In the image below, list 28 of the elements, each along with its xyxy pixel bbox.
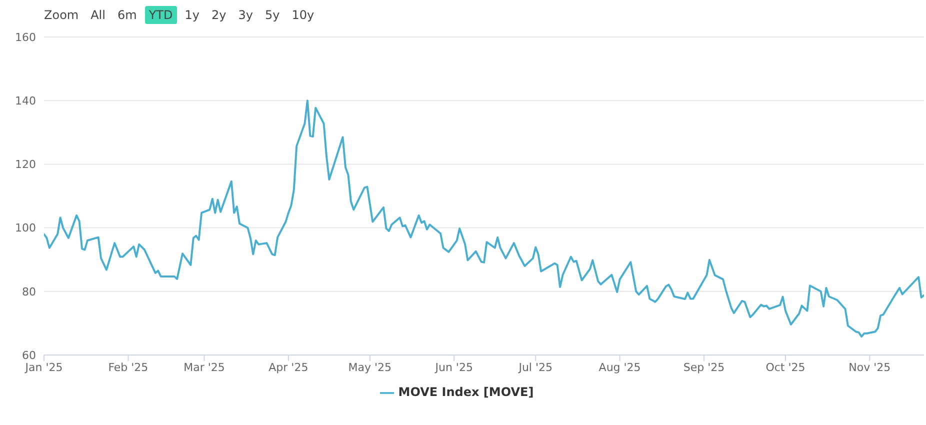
- x-tick-label: Jul '25: [518, 360, 553, 374]
- text: 6m: [116, 7, 138, 24]
- text: YTD: [144, 6, 177, 24]
- x-tick-label: Aug '25: [598, 360, 641, 374]
- text: Zoom: [43, 7, 80, 24]
- line-series: [44, 100, 924, 338]
- text: 2y: [210, 7, 228, 24]
- y-tick-label: 60: [22, 348, 36, 362]
- y-tick-label: 100: [15, 222, 36, 235]
- legend-label: MOVE Index [MOVE]: [398, 385, 534, 399]
- y-tick-label: 80: [22, 285, 36, 298]
- text: All: [90, 7, 106, 24]
- text: 3y: [237, 7, 254, 24]
- x-tick-label: Oct '25: [766, 360, 806, 374]
- text: 5y: [264, 7, 281, 24]
- text: 10y: [290, 7, 316, 24]
- y-tick-label: 120: [15, 158, 36, 172]
- y-tick-label: 140: [15, 94, 36, 108]
- x-tick-label: Jun '25: [434, 360, 473, 374]
- x-tick-label: Jan '25: [24, 360, 63, 374]
- x-tick-label: Nov '25: [848, 360, 891, 374]
- y-tick-label: 160: [15, 30, 36, 44]
- text: 1y: [184, 7, 200, 24]
- x-tick-label: Feb '25: [108, 360, 148, 374]
- x-tick-label: Apr '25: [268, 360, 308, 374]
- x-tick-label: Sep '25: [683, 360, 725, 374]
- x-tick-label: Mar '25: [184, 360, 225, 374]
- x-tick-label: May '25: [348, 360, 392, 374]
